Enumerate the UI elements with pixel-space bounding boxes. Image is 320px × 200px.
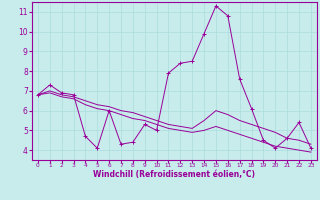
X-axis label: Windchill (Refroidissement éolien,°C): Windchill (Refroidissement éolien,°C) <box>93 170 255 179</box>
